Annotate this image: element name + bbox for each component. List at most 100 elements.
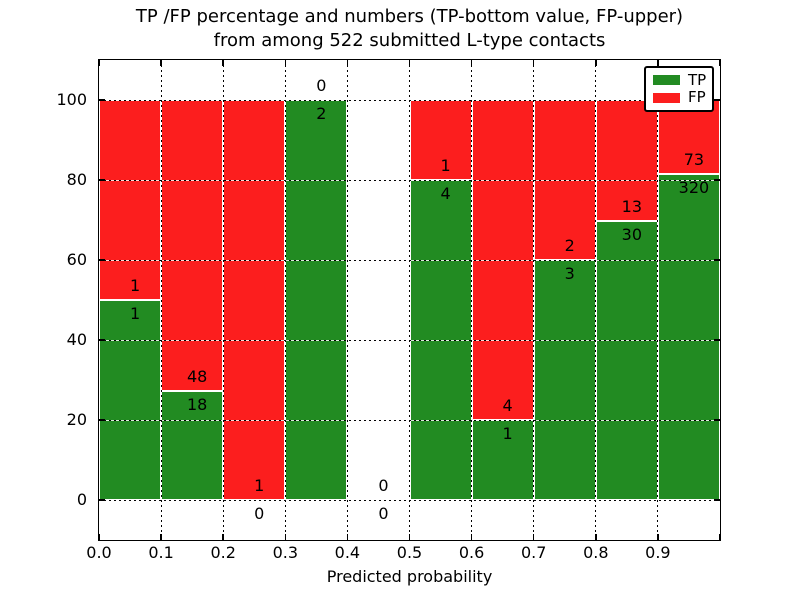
fp-count-label: 2 — [564, 236, 575, 255]
chart-title-line2: from among 522 submitted L-type contacts — [213, 30, 606, 51]
bar-tp-segment — [99, 300, 162, 500]
x-tick-mark — [284, 60, 287, 66]
bar-tp-segment — [657, 174, 720, 500]
x-tick-mark — [595, 60, 597, 66]
y-tick-mark — [99, 99, 105, 101]
fp-count-label: 48 — [186, 366, 208, 386]
y-tick-mark — [99, 499, 105, 501]
y-tick-mark — [99, 339, 105, 341]
gridline-vertical — [346, 60, 348, 540]
y-tick-label: 0 — [76, 490, 87, 509]
tp-legend-swatch-icon — [653, 75, 680, 86]
y-tick-mark — [99, 419, 105, 421]
fp-count-label: 13 — [621, 196, 643, 216]
tp-count-label: 18 — [186, 394, 208, 414]
x-tick-label: 0.2 — [210, 543, 236, 562]
x-tick-mark — [98, 534, 100, 540]
gridline-vertical — [409, 60, 410, 540]
legend-label-tp: TP — [688, 70, 707, 89]
gridline-vertical — [160, 60, 162, 540]
y-tick-mark — [714, 259, 720, 261]
tp-count-label: 4 — [440, 184, 451, 203]
y-tick-label: 80 — [66, 170, 87, 189]
tp-count-label: 320 — [678, 178, 710, 198]
fp-count-label: 73 — [683, 150, 705, 170]
x-tick-label: 0.6 — [458, 543, 485, 562]
x-tick-mark — [346, 534, 349, 540]
legend-label-fp: FP — [688, 88, 706, 107]
x-tick-label: 0.7 — [520, 543, 547, 562]
y-tick-label: 100 — [56, 90, 87, 109]
y-tick-label: 40 — [66, 330, 87, 349]
tp-count-label: 1 — [502, 424, 513, 443]
gridline-vertical — [284, 60, 286, 540]
x-tick-label: 0.4 — [334, 543, 361, 562]
x-tick-mark — [719, 534, 721, 540]
x-tick-label: 0.5 — [396, 543, 423, 562]
x-axis-label: Predicted probability — [326, 567, 493, 586]
x-tick-mark — [160, 60, 162, 66]
fp-legend-swatch-icon — [653, 92, 680, 103]
x-tick-label: 0.0 — [86, 543, 112, 562]
bar-tp-segment — [595, 220, 658, 500]
x-tick-mark — [222, 60, 224, 66]
y-tick-mark — [714, 419, 720, 421]
x-tick-mark — [532, 60, 535, 66]
legend: TP FP — [644, 66, 714, 112]
tp-count-label: 30 — [621, 224, 643, 244]
plot-area: Predicted probability Percentage 1148181… — [56, 58, 721, 586]
legend-item-fp: FP — [646, 90, 712, 105]
y-tick-mark — [714, 99, 720, 101]
x-tick-label: 0.9 — [645, 543, 671, 562]
fp-count-label: 0 — [316, 76, 327, 95]
x-tick-mark — [222, 534, 224, 540]
fp-count-label: 1 — [129, 276, 141, 295]
y-tick-mark — [714, 499, 720, 501]
y-tick-mark — [714, 339, 720, 341]
fp-count-label: 0 — [378, 476, 389, 495]
x-tick-mark — [98, 60, 100, 66]
x-tick-mark — [532, 534, 535, 540]
y-tick-mark — [99, 259, 105, 261]
gridline-vertical — [657, 60, 659, 540]
x-tick-mark — [719, 60, 721, 66]
bar-fp-segment — [223, 100, 286, 500]
x-tick-label: 0.8 — [583, 543, 609, 562]
tp-count-label: 0 — [254, 504, 265, 523]
x-tick-mark — [470, 534, 473, 540]
gridline-vertical — [222, 60, 224, 540]
x-tick-mark — [346, 60, 349, 66]
gridline-vertical — [595, 60, 597, 540]
x-tick-label: 0.3 — [272, 543, 299, 562]
tp-count-label: 2 — [316, 104, 327, 123]
x-tick-mark — [595, 534, 597, 540]
y-tick-mark — [714, 179, 720, 181]
bar-tp-segment — [533, 260, 596, 500]
x-tick-label: 0.1 — [148, 543, 174, 562]
x-tick-mark — [160, 534, 162, 540]
x-tick-mark — [284, 534, 287, 540]
x-tick-mark — [408, 534, 411, 540]
x-tick-mark — [470, 60, 473, 66]
y-tick-label: 60 — [66, 250, 87, 269]
chart-title: TP /FP percentage and numbers (TP-bottom… — [99, 5, 720, 53]
bar-tp-segment — [285, 100, 348, 500]
fp-count-label: 1 — [254, 476, 265, 495]
tp-count-label: 0 — [378, 504, 389, 523]
gridline-vertical — [533, 60, 535, 540]
bar-tp-segment — [161, 390, 224, 500]
y-tick-label: 20 — [66, 410, 87, 429]
bar-fp-segment — [99, 100, 162, 300]
legend-item-tp: TP — [646, 70, 712, 89]
x-tick-mark — [657, 60, 659, 66]
chart-title-line1: TP /FP percentage and numbers (TP-bottom… — [135, 6, 684, 27]
x-tick-mark — [408, 60, 411, 66]
tp-count-label: 1 — [129, 304, 141, 323]
fp-count-label: 4 — [502, 396, 513, 415]
gridline-vertical — [471, 60, 473, 540]
fp-count-label: 1 — [440, 156, 451, 175]
tp-count-label: 3 — [564, 264, 575, 283]
x-tick-mark — [657, 534, 659, 540]
y-tick-mark — [99, 179, 105, 181]
